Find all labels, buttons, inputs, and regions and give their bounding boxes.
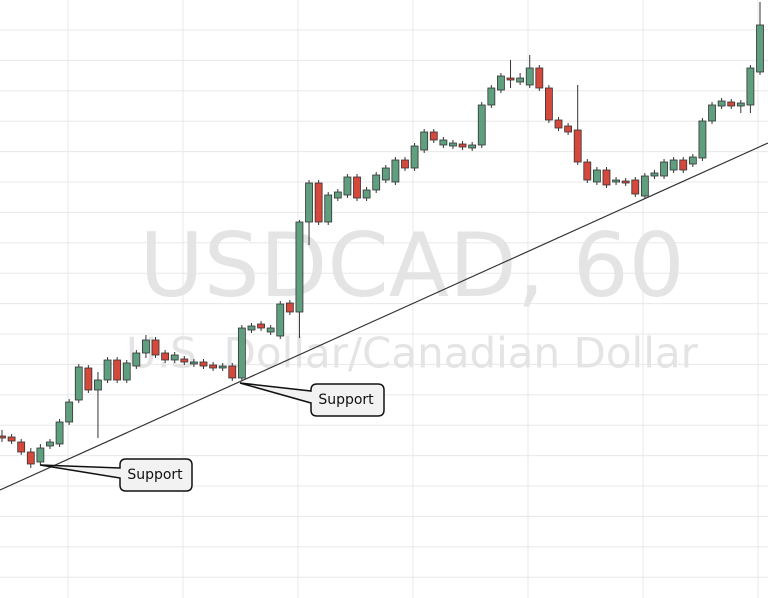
watermark-title: USDCAD, 60 [139, 214, 684, 317]
candle-body [439, 139, 448, 146]
candle-body [679, 159, 688, 171]
candle-body [468, 144, 477, 149]
candle-body [218, 365, 227, 369]
candle-body [746, 67, 755, 106]
candle-body [170, 354, 179, 361]
candle-body [592, 169, 601, 183]
candle-body [74, 366, 83, 401]
candle-body [612, 179, 620, 183]
candle-body [209, 364, 217, 369]
candles [0, 2, 764, 468]
candle-body [17, 441, 26, 453]
candle-body [487, 87, 496, 106]
candle-body [449, 142, 457, 147]
candle-body [420, 131, 429, 151]
candle-body [477, 104, 486, 146]
candle-body [545, 87, 553, 121]
candle-body [401, 159, 409, 169]
candle-body [602, 169, 611, 186]
candle-body [55, 421, 64, 445]
candle-body [276, 303, 285, 337]
candle-body [583, 161, 592, 181]
candle-body [103, 359, 112, 381]
candle-body [516, 77, 525, 83]
candle-body [65, 401, 74, 423]
candle-body [333, 191, 342, 199]
candle-body [84, 367, 93, 391]
candle-body [46, 441, 54, 447]
candle-body [372, 174, 381, 191]
candle-body [391, 159, 400, 183]
candle-body [640, 175, 649, 197]
candle-body [295, 221, 304, 313]
candle-body [410, 145, 419, 169]
candle-body [180, 358, 189, 363]
candle-body [7, 436, 16, 442]
support-line [0, 142, 768, 491]
candle-body [0, 435, 6, 439]
candle-body [554, 119, 563, 129]
candle-body [113, 359, 122, 381]
candle-body [381, 167, 390, 181]
candle-body [94, 379, 102, 391]
candle-body [161, 352, 170, 361]
candle-body [247, 325, 256, 331]
candle-body [142, 339, 150, 354]
candle-body [257, 323, 265, 329]
candle-body [650, 172, 659, 177]
candle-body [525, 67, 534, 86]
candle-body [717, 100, 726, 107]
candle-body [132, 352, 141, 367]
candle-body [631, 179, 640, 195]
candle-body [343, 176, 352, 196]
candle-body [151, 339, 160, 356]
candle-body [314, 182, 323, 223]
candle-body [458, 143, 467, 148]
candle-body [362, 189, 371, 199]
candle-body [573, 129, 582, 163]
callout: Support [239, 382, 385, 417]
candle-body [727, 101, 736, 107]
candle-body [708, 104, 716, 122]
candle-body [26, 451, 35, 465]
candle-body [506, 77, 515, 81]
candle-body [199, 361, 208, 367]
candle-body [305, 182, 313, 223]
candle-body [285, 302, 294, 313]
candle-body [228, 365, 237, 379]
candle-body [688, 156, 697, 165]
candle-body [237, 327, 246, 379]
candle-body [36, 447, 45, 463]
callout-label: Support [318, 392, 374, 408]
candle-body [189, 361, 198, 365]
candle-body [669, 159, 678, 171]
candle-body [564, 125, 573, 133]
candle-body [266, 327, 275, 333]
candle-body [535, 67, 544, 89]
candle-body [736, 102, 745, 107]
candle-body [621, 180, 630, 184]
callout: Support [39, 458, 193, 492]
candle-body [756, 24, 764, 73]
callout-label: Support [127, 467, 183, 483]
candle-body [353, 176, 361, 199]
watermark-subtitle: U.S. Dollar/Canadian Dollar [126, 329, 699, 378]
candle-body [660, 161, 668, 177]
candle-body [429, 131, 438, 141]
candle-body [497, 75, 505, 91]
candle-body [324, 194, 333, 223]
candle-body [698, 120, 707, 159]
candle-body [122, 362, 131, 381]
